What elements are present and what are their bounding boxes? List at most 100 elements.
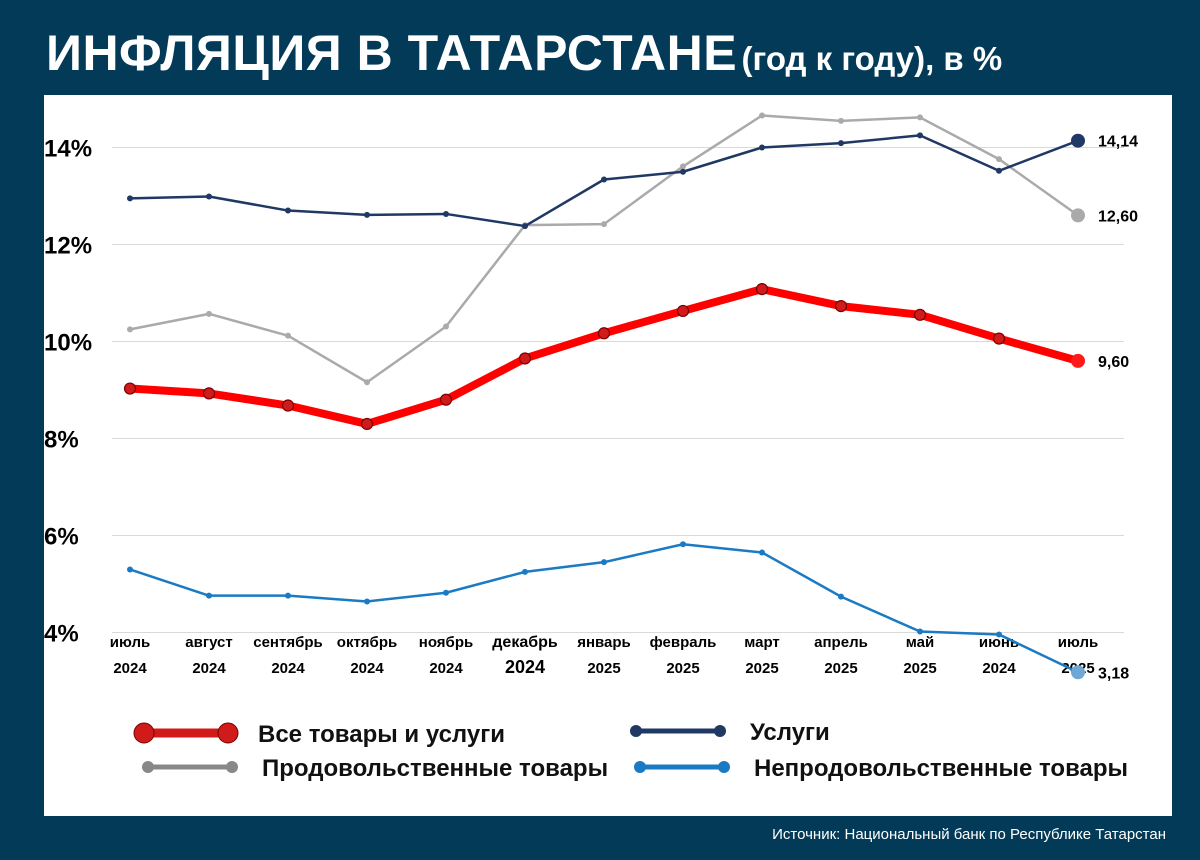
chart-panel: 4% 6% 8% 10% 12% 14% июль 2024 август 2024 сентябр… xyxy=(44,95,1172,816)
x-tick-label-year: 2025 xyxy=(903,660,936,677)
data-point-food xyxy=(364,379,370,386)
data-point-all xyxy=(676,304,690,318)
legend-item-services: Услуги xyxy=(630,719,830,746)
data-point-all xyxy=(1071,353,1085,368)
x-tick-label-year: 2024 xyxy=(982,660,1016,677)
x-tick-label-year: 2025 xyxy=(745,660,778,677)
data-point-nonfood xyxy=(364,598,370,605)
legend-item-food: Продовольственные товары xyxy=(142,755,608,782)
data-point-food xyxy=(680,163,686,170)
data-point-nonfood xyxy=(127,566,133,573)
y-tick-label: 14% xyxy=(44,136,92,163)
y-tick-label: 4% xyxy=(44,621,79,648)
data-point-nonfood xyxy=(443,589,449,596)
legend-swatch-marker xyxy=(714,725,726,737)
data-point-food xyxy=(1071,208,1085,223)
x-tick-label-month: сентябрь xyxy=(253,634,323,651)
legend-swatch-marker xyxy=(634,761,646,773)
x-tick-label-month: октябрь xyxy=(337,634,397,651)
title-subtitle: (год к году), в % xyxy=(741,40,1003,77)
x-tick-label-month: май xyxy=(906,634,934,651)
data-point-all xyxy=(597,327,611,340)
chart-title: ИНФЛЯЦИЯ В ТАТАРСТАНЕ (год к году), в % xyxy=(46,24,1002,82)
data-point-nonfood xyxy=(838,593,844,600)
source-note: Источник: Национальный банк по Республик… xyxy=(772,826,1166,843)
data-point-food xyxy=(601,221,607,228)
data-point-services xyxy=(838,140,844,147)
data-point-services xyxy=(206,193,212,200)
legend-label: Все товары и услуги xyxy=(258,721,505,748)
legend-label: Услуги xyxy=(750,719,830,746)
data-point-services xyxy=(996,167,1002,174)
legend-item-nonfood: Непродовольственные товары xyxy=(634,755,1128,782)
x-tick-label-month: июль xyxy=(1058,634,1098,651)
data-point-nonfood xyxy=(759,549,765,556)
data-point-all xyxy=(202,387,216,400)
data-point-food xyxy=(443,323,449,330)
legend-label: Продовольственные товары xyxy=(262,755,608,782)
x-tick-label-year: 2024 xyxy=(192,660,226,677)
data-point-services xyxy=(127,195,133,202)
data-point-all xyxy=(913,308,927,321)
data-point-services xyxy=(1071,133,1085,148)
data-point-nonfood xyxy=(917,628,923,635)
x-tick-label-year: 2024 xyxy=(113,660,147,677)
data-point-all xyxy=(755,283,769,296)
x-tick-label-month: январь xyxy=(577,634,631,651)
data-point-services xyxy=(917,132,923,139)
x-tick-label-year: 2025 xyxy=(587,660,620,677)
data-point-nonfood xyxy=(1071,665,1085,680)
data-point-all xyxy=(834,299,848,313)
x-tick-label-year: 2024 xyxy=(429,660,463,677)
data-point-services xyxy=(759,144,765,151)
y-tick-label: 8% xyxy=(44,427,79,454)
data-point-food xyxy=(917,114,923,121)
data-point-services xyxy=(601,176,607,183)
data-point-all xyxy=(439,393,453,406)
data-point-services xyxy=(443,210,449,217)
data-label-nonfood: 3,18 xyxy=(1098,665,1129,682)
data-point-services xyxy=(522,223,528,230)
data-point-nonfood xyxy=(996,631,1002,638)
data-point-all xyxy=(281,399,295,412)
data-point-all xyxy=(518,352,532,365)
data-label-services: 14,14 xyxy=(1098,134,1138,151)
data-point-food xyxy=(206,310,212,317)
y-tick-label: 10% xyxy=(44,330,92,357)
title-main: ИНФЛЯЦИЯ В ТАТАРСТАНЕ xyxy=(46,25,738,81)
x-tick-label-year: 2025 xyxy=(824,660,857,677)
data-point-food xyxy=(759,112,765,119)
legend-swatch-marker xyxy=(630,725,642,737)
data-point-services xyxy=(680,168,686,175)
data-point-food xyxy=(127,326,133,333)
data-point-all xyxy=(123,382,137,395)
data-point-food xyxy=(838,117,844,124)
legend-swatch-marker xyxy=(226,761,238,773)
data-point-services xyxy=(285,207,291,214)
x-tick-label-year: 2024 xyxy=(350,660,384,677)
data-point-nonfood xyxy=(206,592,212,599)
data-point-nonfood xyxy=(680,541,686,548)
y-tick-label: 12% xyxy=(44,233,92,260)
data-label-food: 12,60 xyxy=(1098,208,1138,225)
x-tick-label-year: 2025 xyxy=(666,660,699,677)
x-tick-label-month: март xyxy=(744,634,780,651)
series-line-food xyxy=(128,114,1080,384)
data-label-all: 9,60 xyxy=(1098,354,1129,371)
x-tick-label-month: июль xyxy=(110,634,150,651)
data-point-all xyxy=(992,332,1006,345)
legend-swatch-marker xyxy=(718,761,730,773)
data-point-nonfood xyxy=(285,592,291,599)
data-point-nonfood xyxy=(522,568,528,575)
legend-item-all: Все товары и услуги xyxy=(133,721,505,748)
data-point-nonfood xyxy=(601,559,607,566)
series-line-all xyxy=(126,285,1082,428)
x-tick-label-year: 2024 xyxy=(505,657,545,677)
data-point-food xyxy=(996,156,1002,163)
y-tick-label: 6% xyxy=(44,524,79,551)
legend-swatch-marker xyxy=(217,722,239,744)
x-tick-label-month: ноябрь xyxy=(419,634,473,651)
x-tick-label-month: февраль xyxy=(650,634,717,651)
legend-swatch-marker xyxy=(133,722,155,744)
x-tick-label-month: апрель xyxy=(814,634,868,651)
